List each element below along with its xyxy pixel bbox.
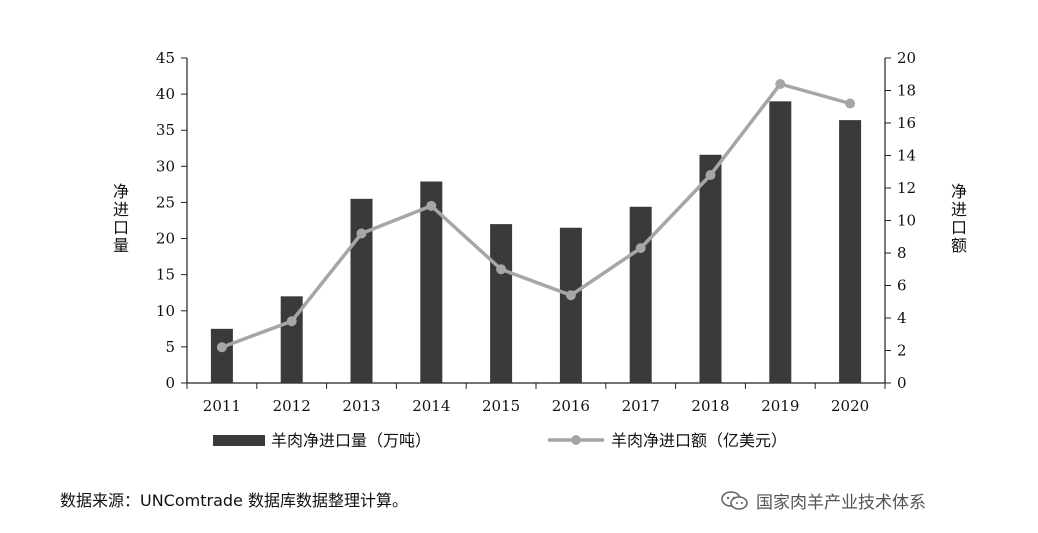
left-tick-label: 5: [165, 338, 175, 356]
left-tick-label: 20: [156, 230, 175, 248]
bar-2019: [769, 101, 792, 383]
axis-title-text: 净进口量: [113, 182, 129, 255]
line-point-2014: [426, 200, 437, 211]
bar-2011: [210, 328, 233, 383]
x-axis-ticks: 2011 2012 2013 2014 2015 2016 2017 2018 2019 2020: [186, 383, 886, 415]
x-tick-label: 2018: [691, 397, 729, 415]
x-tick-label: 2013: [342, 397, 380, 415]
line-series: [216, 79, 856, 353]
line-point-2017: [635, 243, 646, 254]
line-point-2013: [356, 228, 367, 239]
x-tick-label: 2020: [831, 397, 869, 415]
line-point-2012: [286, 316, 297, 327]
bar-2017: [629, 206, 652, 383]
right-tick-label: 20: [897, 49, 916, 67]
legend-line-marker: [571, 435, 581, 445]
bar-2015: [490, 224, 513, 383]
left-tick-label: 10: [156, 302, 175, 320]
line-point-2019: [775, 79, 786, 89]
left-axis-title: 净进口量: [113, 182, 129, 255]
bar-2014: [420, 181, 443, 383]
right-tick-label: 0: [897, 374, 907, 392]
line-point-2016: [565, 290, 576, 301]
legend-bar-label: 羊肉净进口量（万吨）: [271, 431, 431, 450]
legend-bar-swatch: [213, 435, 265, 446]
axis-title-text: 净进口额: [951, 182, 967, 255]
x-tick-label: 2012: [273, 397, 311, 415]
line-point-2011: [216, 342, 227, 353]
bar-2013: [350, 198, 373, 383]
left-tick-label: 40: [156, 85, 175, 103]
left-tick-label: 30: [156, 157, 175, 175]
right-tick-label: 4: [897, 309, 907, 327]
left-axis-ticks: 0 5 10 15 20 25 30 35 40 45: [156, 49, 187, 392]
right-tick-label: 18: [897, 82, 916, 100]
x-tick-label: 2019: [761, 397, 799, 415]
legend: 羊肉净进口量（万吨） 羊肉净进口额（亿美元）: [213, 431, 787, 450]
legend-line-label: 羊肉净进口额（亿美元）: [611, 431, 787, 450]
right-axis-ticks: 0 2 4 6 8 10 12 14 16 18 20: [885, 49, 916, 392]
x-tick-label: 2016: [552, 397, 590, 415]
right-tick-label: 6: [897, 277, 907, 295]
line-point-2015: [496, 264, 507, 275]
bar-2018: [699, 154, 722, 383]
bar-2012: [280, 296, 303, 383]
right-tick-label: 2: [897, 342, 907, 360]
x-tick-label: 2014: [412, 397, 450, 415]
left-tick-label: 45: [156, 49, 175, 67]
left-tick-label: 35: [156, 121, 175, 139]
x-tick-label: 2015: [482, 397, 520, 415]
right-axis-title: 净进口额: [951, 182, 967, 255]
right-tick-label: 8: [897, 244, 907, 262]
watermark: 国家肉羊产业技术体系: [720, 488, 926, 513]
watermark-text: 国家肉羊产业技术体系: [756, 493, 926, 513]
bar-series: [210, 101, 862, 383]
bar-2020: [839, 120, 862, 383]
wechat-icon: [721, 490, 748, 510]
x-tick-label: 2011: [203, 397, 241, 415]
right-tick-label: 14: [897, 147, 916, 165]
left-tick-label: 0: [165, 374, 175, 392]
right-tick-label: 16: [897, 114, 916, 132]
line-path: [221, 82, 851, 349]
line-point-2018: [705, 170, 716, 180]
right-tick-label: 10: [897, 212, 916, 230]
line-point-2020: [845, 98, 856, 109]
right-tick-label: 12: [897, 179, 916, 197]
source-note: 数据来源：UNComtrade 数据库数据整理计算。: [60, 491, 408, 510]
left-tick-label: 15: [156, 266, 175, 284]
bar-2016: [559, 227, 582, 383]
x-tick-label: 2017: [622, 397, 660, 415]
left-tick-label: 25: [156, 193, 175, 211]
